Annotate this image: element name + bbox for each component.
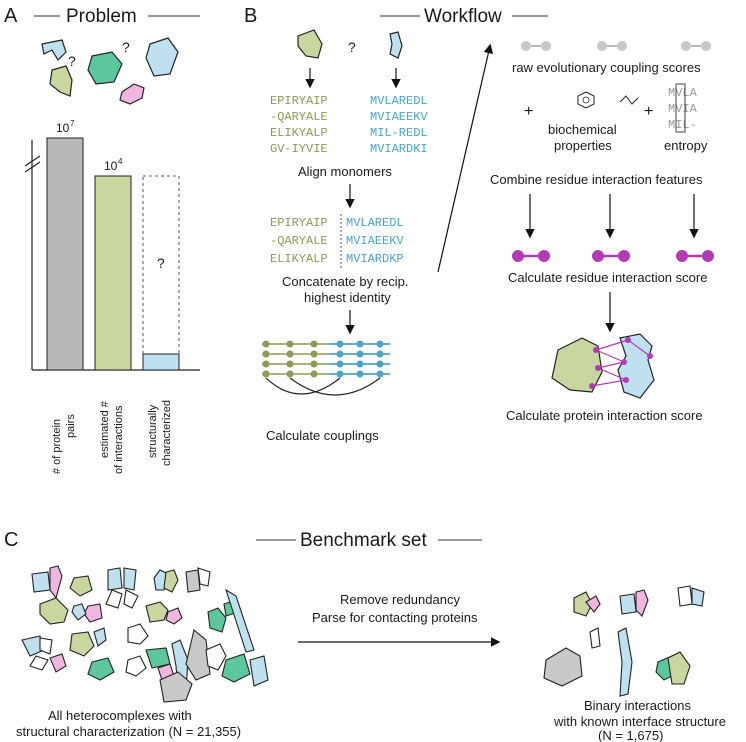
protein-blob xyxy=(119,83,145,105)
benchmark-arrow-label: Parse for contacting proteins xyxy=(312,610,478,625)
protein-interaction-diagram xyxy=(551,333,655,399)
couplings-label: Calculate couplings xyxy=(266,428,379,443)
panel-b-letter: B xyxy=(244,5,257,27)
bar-label: structurally characterized xyxy=(147,400,173,466)
bar-estimated-interactions xyxy=(94,175,132,371)
svg-text:MIL-: MIL- xyxy=(668,118,697,132)
bar-unknown-outline xyxy=(142,175,180,371)
concat-label: Concatenate by recip. xyxy=(282,274,408,289)
panel-c-letter: C xyxy=(4,529,18,551)
right-caption: (N = 1,675) xyxy=(598,728,663,742)
seq-left: EPIRYAIP xyxy=(270,216,328,230)
entropy-label: entropy xyxy=(664,138,708,153)
bar-value-exp: 4 xyxy=(118,157,123,166)
axis-break xyxy=(24,155,41,173)
panel-a-letter: A xyxy=(4,5,18,27)
protein-blob xyxy=(145,37,179,77)
question-mark: ? xyxy=(122,39,130,55)
entropy-sequences: MVLA MVIA MIL- xyxy=(668,83,698,133)
concat-label: highest identity xyxy=(304,290,391,305)
panel-c-title: Benchmark set xyxy=(300,530,427,551)
question-mark: ? xyxy=(68,53,76,69)
biochem-label: properties xyxy=(554,138,612,153)
svg-text:characterized: characterized xyxy=(161,400,173,466)
bar-value-exp: 7 xyxy=(70,119,75,128)
raw-scores-label: raw evolutionary coupling scores xyxy=(512,60,701,75)
svg-text:# of protein: # of protein xyxy=(51,419,63,474)
right-caption: with known interface structure xyxy=(553,714,726,729)
protein-blob xyxy=(87,51,123,85)
plus-sign: + xyxy=(524,103,533,120)
svg-text:MVLA: MVLA xyxy=(668,86,698,100)
couplings-diagram xyxy=(262,340,390,396)
right-caption: Binary interactions xyxy=(584,698,691,713)
concatenated-alignment: EPIRYAIP -QARYALE ELIKYALP MVLAREDL MVIA… xyxy=(270,214,404,268)
combine-label: Combine residue interaction features xyxy=(490,172,703,187)
monomer-alignments: EPIRYAIP -QARYALE ELIKYALP GV-IYVIE MVLA… xyxy=(270,94,428,156)
seq-left: -QARYALE xyxy=(270,234,328,248)
bar-value-label: 10 xyxy=(104,159,118,173)
protein-blob xyxy=(49,65,73,97)
panel-b-title: Workflow xyxy=(424,6,502,27)
benchmark-arrow-label: Remove redundancy xyxy=(340,592,460,607)
left-caption: All heterocomplexes with xyxy=(48,708,192,723)
left-caption: structural characterization (N = 21,355) xyxy=(16,724,241,739)
residue-score-label: Calculate residue interaction score xyxy=(508,270,707,285)
seq-left: ELIKYALP xyxy=(270,126,328,140)
svg-text:MVIA: MVIA xyxy=(668,102,698,116)
protein-blob xyxy=(389,31,403,59)
seq-right: MVIAEEKV xyxy=(370,110,428,124)
biochem-label: biochemical xyxy=(548,122,617,137)
seq-right: MVIAEEKV xyxy=(346,234,404,248)
seq-left: EPIRYAIP xyxy=(270,94,328,108)
protein-blob xyxy=(297,29,323,59)
bar-value-label: 10 xyxy=(56,121,70,135)
align-label: Align monomers xyxy=(298,164,392,179)
panel-a-title: Problem xyxy=(66,6,137,27)
problem-bar-chart: 10 7 10 4 ? # of protein pairs estimated… xyxy=(24,119,200,474)
zigzag-icon xyxy=(619,95,639,105)
plus-sign: + xyxy=(644,103,653,120)
question-mark: ? xyxy=(348,39,356,55)
bar-value-label: ? xyxy=(157,255,165,271)
seq-right: MVLAREDL xyxy=(346,216,404,230)
bar-protein-pairs xyxy=(46,137,84,371)
seq-left: ELIKYALP xyxy=(270,252,328,266)
seq-left: GV-IYVIE xyxy=(270,142,328,156)
bar-label: estimated # of interactions xyxy=(99,400,125,474)
residue-score-icons xyxy=(512,250,714,262)
binary-interactions xyxy=(543,585,705,697)
svg-text:of interactions: of interactions xyxy=(113,405,125,474)
svg-text:estimated #: estimated # xyxy=(99,400,111,458)
bar-label: # of protein pairs xyxy=(51,414,77,474)
workflow-monomers xyxy=(297,29,403,59)
seq-right: MVLAREDL xyxy=(370,94,428,108)
bar-structurally-characterized xyxy=(142,353,180,371)
seq-left: -QARYALE xyxy=(270,110,328,124)
protein-blob xyxy=(41,39,67,61)
svg-text:pairs: pairs xyxy=(65,414,77,438)
seq-right: MVIARDKP xyxy=(346,252,404,266)
heterocomplex-collection xyxy=(21,565,269,703)
protein-score-label: Calculate protein interaction score xyxy=(506,408,703,423)
raw-score-icons xyxy=(521,41,711,51)
seq-right: MIL-REDL xyxy=(370,126,428,140)
seq-right: MVIARDKI xyxy=(370,142,428,156)
problem-proteins xyxy=(41,37,179,105)
svg-text:structurally: structurally xyxy=(147,404,159,458)
benzene-icon xyxy=(577,91,595,109)
